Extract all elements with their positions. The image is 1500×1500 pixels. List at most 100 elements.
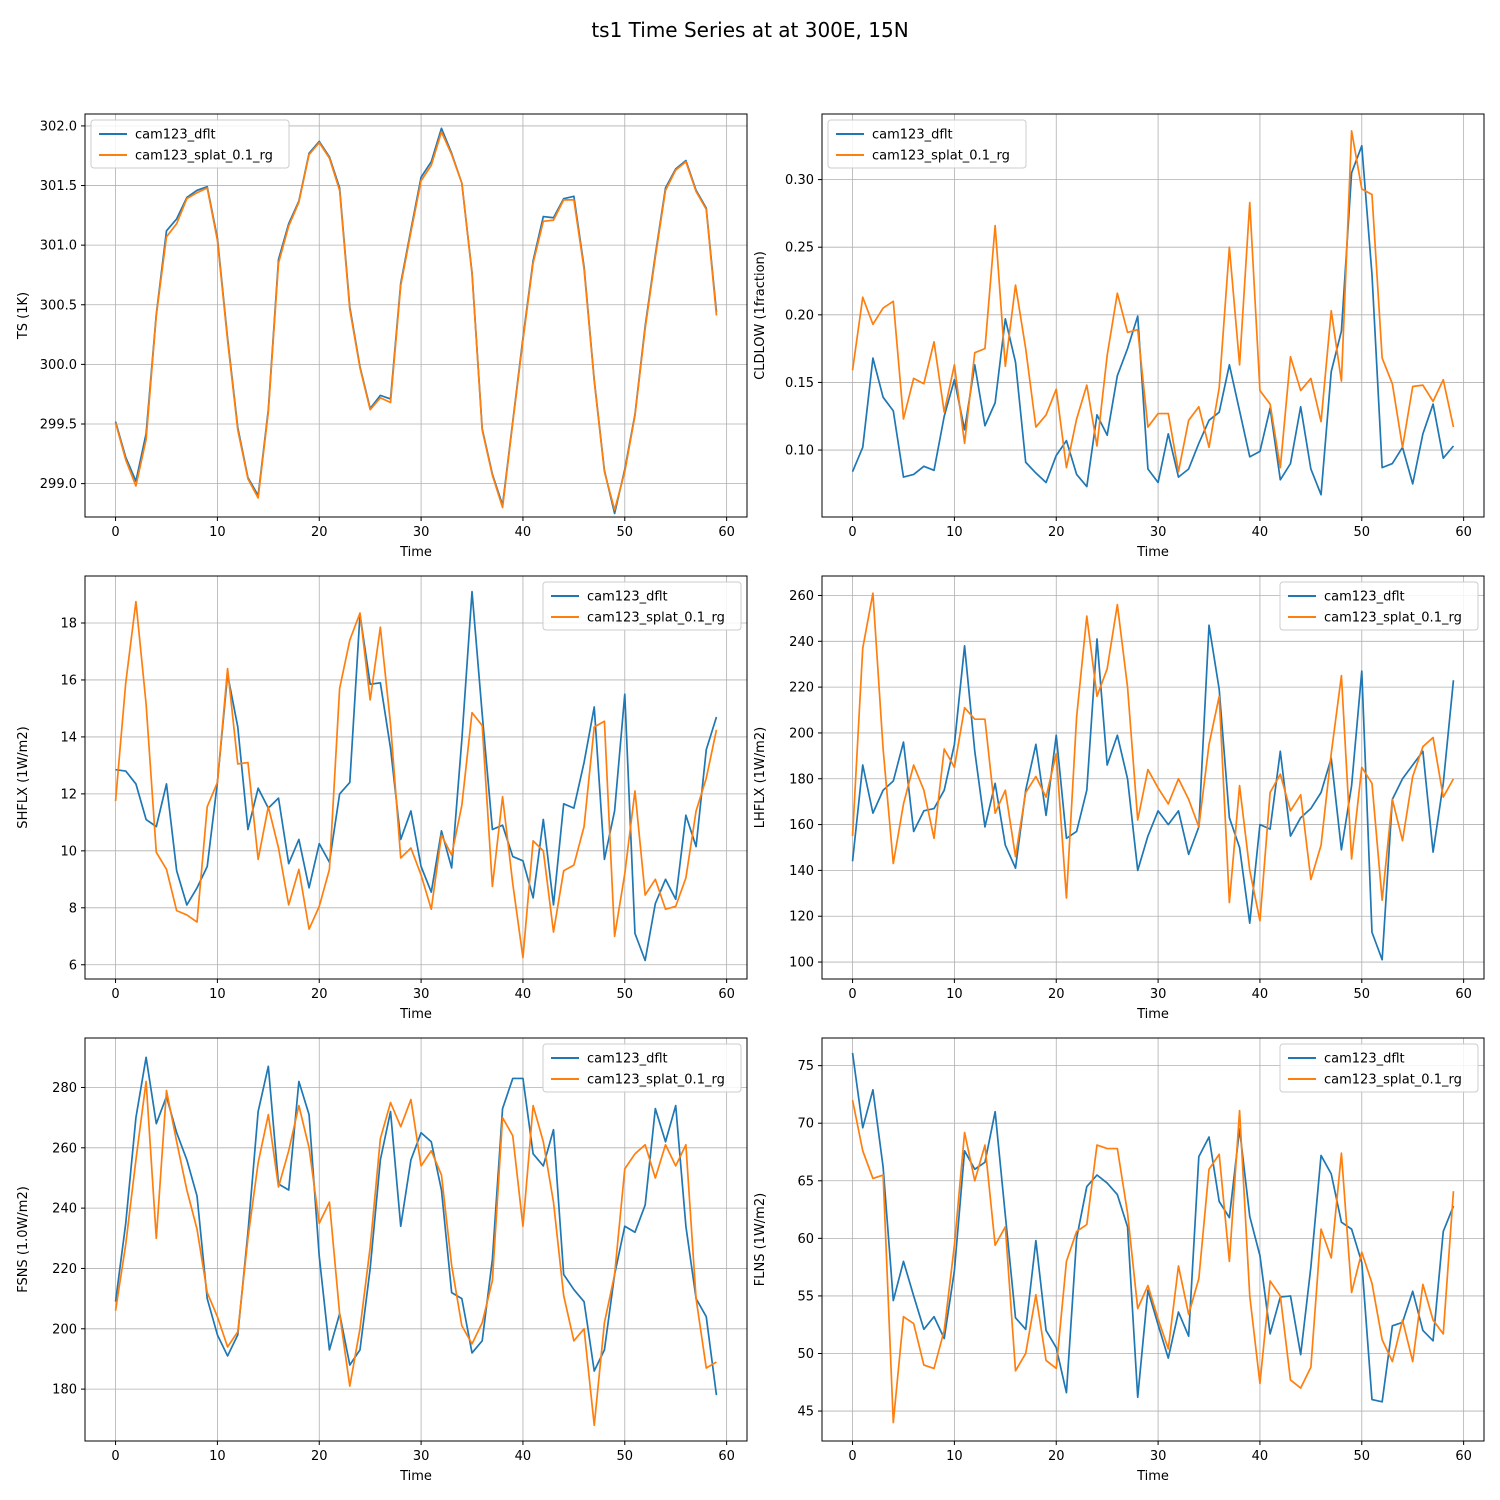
axes-frame (821, 575, 1485, 980)
series-line-dflt (851, 624, 1455, 961)
y-tick-label: 260 (789, 589, 814, 604)
x-axis-label: Time (399, 1469, 432, 1484)
axes-frame (84, 575, 748, 980)
y-tick-label: 65 (797, 1174, 814, 1189)
legend: cam123_dflt cam123_splat_0.1_rg (1279, 581, 1479, 631)
y-tick-label: 0.20 (785, 308, 814, 323)
y-tick-label: 300.0 (40, 358, 77, 373)
legend-box (827, 119, 1027, 169)
legend-label: cam123_splat_0.1_rg (587, 611, 725, 626)
x-tick-label: 60 (718, 1449, 735, 1464)
legend-label: cam123_dflt (1324, 590, 1405, 605)
y-axis-label: FSNS (1.0W/m2) (16, 1186, 31, 1293)
y-tick-label: 120 (789, 910, 814, 925)
x-tick-label: 60 (1455, 987, 1472, 1002)
y-tick-label: 60 (797, 1232, 814, 1247)
y-tick-label: 70 (797, 1117, 814, 1132)
y-tick-label: 299.0 (40, 477, 77, 492)
x-tick-label: 20 (311, 1449, 328, 1464)
y-tick-label: 45 (797, 1405, 814, 1420)
subplot-3: 0 10 20 30 40 50 60 6 8 10 12 14 16 18 Time SHFLX (1W/m… (16, 575, 748, 1022)
y-tick-label: 8 (69, 901, 77, 916)
y-tick-label: 160 (789, 818, 814, 833)
y-tick-label: 200 (789, 726, 814, 741)
y-tick-label: 140 (789, 864, 814, 879)
x-tick-label: 50 (1354, 525, 1371, 540)
series-line-splat (851, 130, 1455, 473)
x-tick-label: 30 (1150, 987, 1167, 1002)
series-line-dflt (114, 127, 718, 515)
x-tick-label: 10 (209, 525, 226, 540)
x-tick-label: 40 (515, 1449, 532, 1464)
x-tick-label: 0 (111, 525, 119, 540)
axes-frame (821, 1037, 1485, 1442)
y-tick-label: 0.10 (785, 444, 814, 459)
legend-label: cam123_splat_0.1_rg (1324, 611, 1462, 626)
series-line-splat (114, 1080, 717, 1427)
legend: cam123_dflt cam123_splat_0.1_rg (1279, 1043, 1479, 1093)
legend: cam123_dflt cam123_splat_0.1_rg (90, 119, 290, 169)
y-tick-label: 14 (60, 730, 77, 745)
x-tick-label: 30 (413, 987, 430, 1002)
x-tick-label: 30 (413, 1449, 430, 1464)
legend-label: cam123_splat_0.1_rg (872, 149, 1010, 164)
subplot-grid: 0 10 20 30 40 50 60299.0299.5300.0300.5301.030… (16, 113, 1485, 1484)
x-tick-label: 10 (946, 1449, 963, 1464)
x-tick-label: 60 (718, 987, 735, 1002)
y-axis-label: SHFLX (1W/m2) (16, 726, 31, 828)
x-axis-label: Time (1136, 1007, 1169, 1022)
x-tick-label: 50 (617, 987, 634, 1002)
y-tick-label: 301.0 (40, 239, 77, 254)
x-tick-label: 30 (1150, 1449, 1167, 1464)
y-tick-label: 180 (789, 772, 814, 787)
x-axis-label: Time (1136, 545, 1169, 560)
x-tick-label: 20 (1048, 1449, 1065, 1464)
y-tick-label: 12 (60, 787, 77, 802)
axes-frame (84, 113, 748, 518)
y-tick-label: 220 (789, 681, 814, 696)
x-tick-label: 40 (1252, 1449, 1269, 1464)
y-tick-label: 299.5 (40, 418, 77, 433)
x-tick-label: 0 (848, 525, 856, 540)
y-tick-label: 6 (69, 958, 77, 973)
legend-box (542, 1043, 742, 1093)
y-tick-label: 10 (60, 844, 77, 859)
x-tick-label: 50 (1354, 1449, 1371, 1464)
y-axis-label: CLDLOW (1fraction) (753, 251, 768, 380)
subplot-4: 0 10 20 30 40 50 60 100 120 140 160 180 200 220 240 260… (753, 575, 1485, 1022)
x-tick-label: 20 (1048, 987, 1065, 1002)
x-tick-label: 0 (111, 1449, 119, 1464)
x-axis-label: Time (399, 1007, 432, 1022)
x-tick-label: 60 (718, 525, 735, 540)
x-tick-label: 50 (1354, 987, 1371, 1002)
x-tick-label: 50 (617, 1449, 634, 1464)
x-tick-label: 0 (848, 987, 856, 1002)
y-tick-label: 200 (52, 1322, 77, 1337)
x-tick-label: 10 (209, 987, 226, 1002)
y-tick-label: 16 (60, 673, 77, 688)
y-tick-label: 301.5 (40, 179, 77, 194)
y-tick-label: 50 (797, 1347, 814, 1362)
x-tick-label: 30 (1150, 525, 1167, 540)
y-tick-label: 240 (789, 635, 814, 650)
y-tick-label: 100 (789, 956, 814, 971)
y-tick-label: 180 (52, 1383, 77, 1398)
legend-box (1279, 581, 1479, 631)
y-tick-label: 280 (52, 1081, 77, 1096)
subplot-5: 0 10 20 30 40 50 60 180 200 220 240 260 280 Time FSNS … (16, 1037, 748, 1484)
legend-label: cam123_dflt (587, 1052, 668, 1067)
x-axis-label: Time (399, 545, 432, 560)
x-tick-label: 20 (1048, 525, 1065, 540)
y-tick-label: 0.25 (785, 241, 814, 256)
x-tick-label: 40 (1252, 987, 1269, 1002)
legend: cam123_dflt cam123_splat_0.1_rg (827, 119, 1027, 169)
y-tick-label: 240 (52, 1202, 77, 1217)
legend: cam123_dflt cam123_splat_0.1_rg (542, 1043, 742, 1093)
x-tick-label: 60 (1455, 1449, 1472, 1464)
legend-label: cam123_splat_0.1_rg (587, 1073, 725, 1088)
x-tick-label: 20 (311, 987, 328, 1002)
x-tick-label: 40 (515, 987, 532, 1002)
y-tick-label: 300.5 (40, 298, 77, 313)
series-line-splat (851, 1100, 1455, 1424)
